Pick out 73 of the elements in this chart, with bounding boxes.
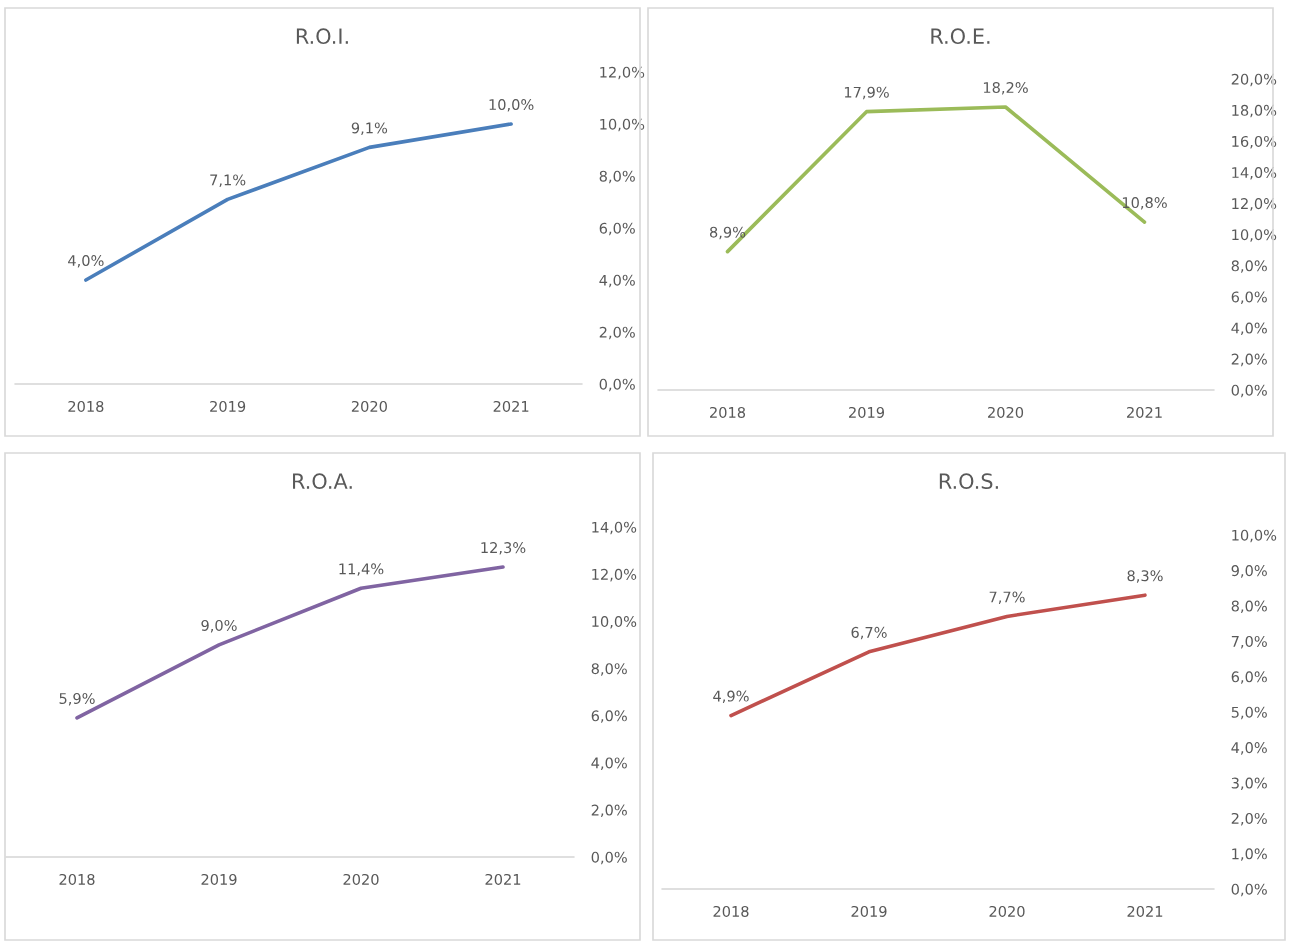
y-tick-label: 6,0% (1231, 291, 1267, 304)
x-tick-label: 2021 (1127, 406, 1162, 418)
y-tick-label: 0,0% (1231, 883, 1267, 897)
x-tick-label: 2021 (493, 400, 529, 412)
y-tick-label: 8,0% (599, 170, 635, 184)
data-label: 6,7% (851, 626, 887, 640)
y-tick-label: 12,0% (600, 66, 645, 80)
y-tick-label: 18,0% (1232, 104, 1277, 118)
y-tick-label: 8,0% (591, 663, 627, 676)
y-tick-label: 4,0% (599, 274, 635, 288)
x-tick-label: 2020 (988, 406, 1024, 418)
y-tick-label: 6,0% (1231, 671, 1267, 684)
x-tick-label: 2021 (1127, 905, 1163, 917)
y-tick-label: 9,0% (1231, 565, 1267, 578)
y-tick-label: 3,0% (1231, 777, 1267, 791)
y-tick-label: 16,0% (1232, 135, 1277, 149)
y-tick-label: 10,0% (1232, 529, 1277, 543)
y-tick-label: 4,0% (1231, 322, 1267, 336)
y-tick-label: 5,0% (1231, 706, 1267, 720)
x-tick-label: 2018 (710, 406, 746, 418)
x-tick-label: 2020 (989, 905, 1025, 917)
x-tick-label: 2019 (851, 905, 887, 917)
y-tick-label: 2,0% (599, 326, 635, 340)
y-tick-label: 4,0% (591, 757, 627, 770)
y-tick-label: 2,0% (1231, 812, 1267, 826)
data-label: 17,9% (844, 86, 889, 100)
x-tick-label: 2021 (485, 873, 521, 885)
y-tick-label: 10,0% (592, 616, 637, 629)
data-label: 4,9% (713, 690, 749, 704)
chart-title: R.O.I. (296, 28, 348, 45)
x-tick-label: 2019 (210, 400, 246, 412)
chart-title: R.O.S. (939, 473, 998, 490)
x-tick-label: 2018 (59, 873, 95, 885)
y-tick-label: 14,0% (1232, 167, 1277, 180)
data-label: 7,1% (210, 174, 246, 187)
x-tick-label: 2020 (351, 400, 387, 412)
data-label: 10,0% (489, 99, 534, 112)
data-label: 4,0% (68, 255, 104, 268)
y-tick-label: 20,0% (1231, 73, 1277, 87)
data-label: 9,1% (351, 122, 388, 135)
y-tick-label: 8,0% (1231, 260, 1267, 273)
y-tick-label: 1,0% (1232, 848, 1267, 861)
chart-title: R.O.E. (931, 28, 990, 45)
y-tick-label: 2,0% (1231, 353, 1267, 367)
y-tick-label: 8,0% (1231, 600, 1267, 614)
y-tick-label: 14,0% (592, 521, 637, 535)
data-label: 9,0% (201, 619, 237, 633)
data-label: 11,4% (339, 563, 384, 576)
data-label: 5,9% (59, 692, 95, 706)
x-tick-label: 2019 (201, 873, 237, 885)
x-tick-label: 2019 (849, 406, 885, 418)
y-tick-label: 7,0% (1231, 635, 1267, 649)
y-tick-label: 6,0% (599, 222, 635, 236)
data-label: 12,3% (481, 542, 526, 555)
y-tick-label: 4,0% (1231, 742, 1267, 755)
data-label: 10,8% (1122, 197, 1167, 210)
data-label: 7,7% (989, 591, 1025, 604)
y-tick-label: 0,0% (591, 851, 627, 865)
chart-title: R.O.A. (293, 473, 352, 490)
y-tick-label: 2,0% (591, 804, 627, 818)
y-tick-label: 0,0% (599, 378, 635, 392)
data-label: 18,2% (983, 82, 1028, 95)
y-tick-label: 10,0% (1232, 229, 1277, 242)
y-tick-label: 12,0% (1232, 198, 1277, 211)
y-tick-label: 0,0% (1231, 384, 1267, 398)
y-tick-label: 12,0% (592, 568, 637, 582)
y-tick-label: 10,0% (600, 118, 645, 132)
data-label: 8,3% (1127, 570, 1163, 583)
y-tick-label: 6,0% (591, 710, 627, 723)
x-tick-label: 2020 (343, 873, 379, 885)
x-tick-label: 2018 (68, 400, 104, 412)
x-tick-label: 2018 (713, 905, 749, 917)
data-label: 8,9% (709, 226, 746, 240)
